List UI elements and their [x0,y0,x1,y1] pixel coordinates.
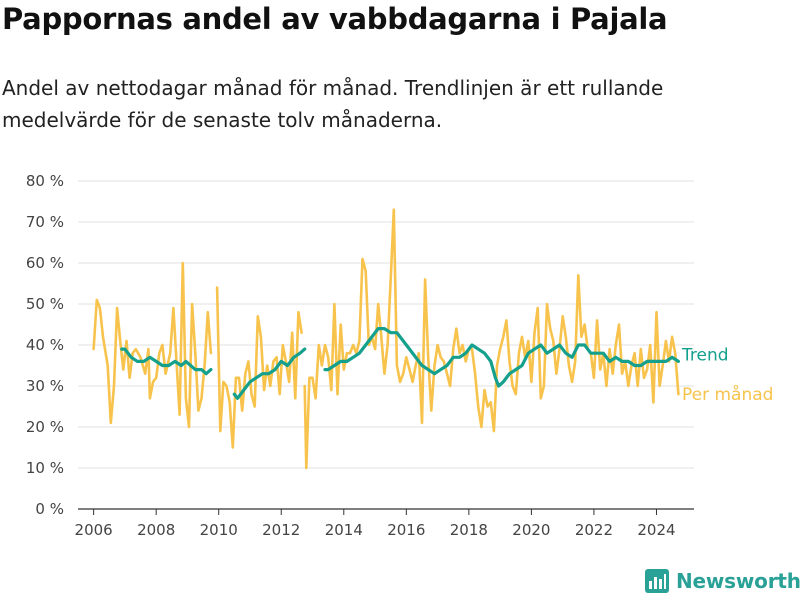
monthly-series-line [215,286,303,449]
x-tick-label: 2016 [387,521,425,539]
axes: 0 % 10 % 20 % 30 % 40 % 50 % 60 % 70 % 80 % 2006 2… [26,172,694,539]
series-lines [92,208,680,470]
y-tick-label: 70 % [26,213,64,231]
x-tick-label: 2008 [137,521,175,539]
monthly-series-label: Per månad [682,384,773,405]
y-tick-label: 80 % [26,172,64,190]
trend-series-line [323,327,680,388]
x-tick-label: 2020 [512,521,550,539]
x-tick-label: 2024 [637,521,675,539]
series-labels: Per månad Trend [681,345,773,405]
trend-series-line [120,347,213,376]
x-tick-label: 2018 [450,521,488,539]
newsworthy-logo-text: Newsworthy [676,569,800,593]
newsworthy-logo: Newsworthy [644,568,800,594]
y-tick-label: 0 % [35,500,64,518]
y-tick-label: 60 % [26,254,64,272]
monthly-series-line [92,261,213,429]
chart-subtitle: Andel av nettodagar månad för månad. Tre… [2,76,664,132]
y-tick-label: 20 % [26,418,64,436]
chart-title: Pappornas andel av vabbdagarna i Pajala [2,2,668,36]
monthly-series-line [303,208,680,470]
newsworthy-logo-icon [645,569,669,593]
y-tick-label: 10 % [26,459,64,477]
trend-series-line [232,347,307,400]
trend-series-label: Trend [681,345,729,365]
x-tick-label: 2006 [75,521,113,539]
grid-lines [78,180,694,469]
x-tick-label: 2014 [325,521,363,539]
y-tick-label: 30 % [26,377,64,395]
x-tick-label: 2010 [200,521,238,539]
x-tick-label: 2022 [575,521,613,539]
y-tick-label: 50 % [26,295,64,313]
y-tick-label: 40 % [26,336,64,354]
x-tick-label: 2012 [262,521,300,539]
